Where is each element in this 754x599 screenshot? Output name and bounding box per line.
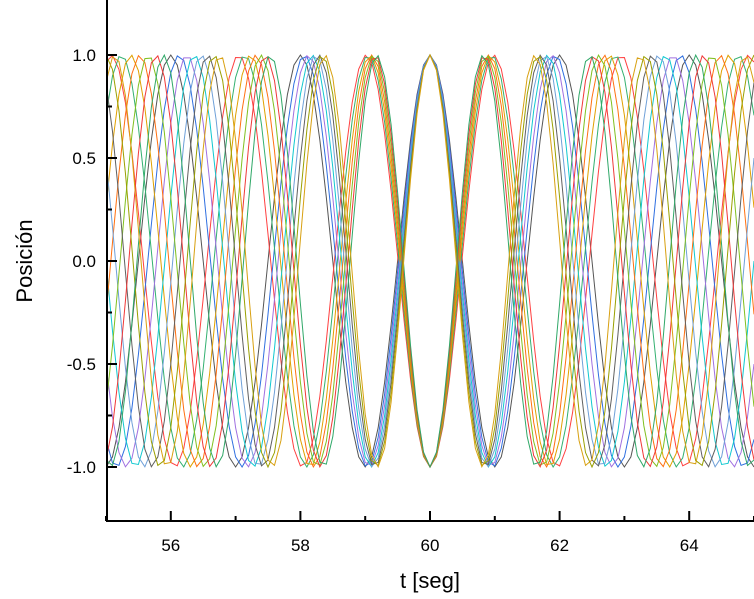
axis-ticks: 56 58 60 62 64 -1.0 -0.5 0.0 0.5 1.0 xyxy=(67,46,754,555)
y-tick-label: 1.0 xyxy=(72,46,96,65)
x-tick-label: 58 xyxy=(291,536,310,555)
y-axis-title: Posición xyxy=(12,219,37,302)
x-tick-label: 60 xyxy=(421,536,440,555)
y-tick-label: 0.0 xyxy=(72,252,96,271)
x-tick-label: 56 xyxy=(161,536,180,555)
series-line-n=74 xyxy=(106,53,754,469)
series-line-n=73 xyxy=(106,53,754,469)
x-tick-label: 62 xyxy=(550,536,569,555)
x-axis-title: t [seg] xyxy=(400,568,460,593)
series-lines xyxy=(106,53,754,469)
y-tick-label: -1.0 xyxy=(67,458,96,477)
y-tick-label: 0.5 xyxy=(72,149,96,168)
y-tick-label: -0.5 xyxy=(67,355,96,374)
x-tick-label: 64 xyxy=(680,536,699,555)
